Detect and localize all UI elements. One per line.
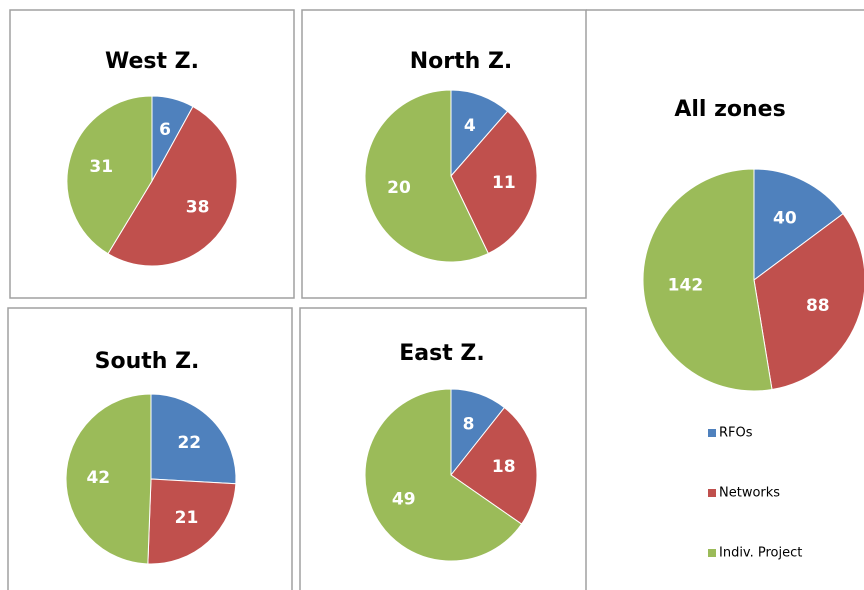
pie-slice: [364, 388, 523, 562]
panel: [299, 307, 587, 590]
data-label: 31: [89, 157, 113, 177]
chart-title: All zones: [674, 97, 785, 122]
legend-swatch: [708, 429, 716, 437]
pie-slice: [107, 105, 238, 267]
data-label: 4: [464, 116, 476, 136]
data-label: 6: [159, 120, 171, 140]
pie-slice: [450, 406, 538, 525]
data-label: 40: [773, 209, 797, 229]
data-label: 142: [668, 276, 704, 296]
data-label: 18: [492, 457, 516, 477]
chart-title: South Z.: [95, 349, 200, 374]
data-label: 42: [86, 468, 110, 488]
pie-slice: [66, 95, 153, 255]
pie-slice: [364, 89, 489, 263]
data-label: 8: [463, 415, 475, 435]
chart-title: North Z.: [410, 49, 513, 74]
pie-slice: [147, 478, 237, 565]
legend-label: RFOs: [719, 426, 753, 441]
legend-swatch: [708, 549, 716, 557]
data-label: 38: [186, 197, 210, 217]
pie-slice: [150, 393, 237, 485]
panel: [7, 307, 293, 590]
data-label: 49: [392, 490, 416, 510]
pie-slice: [753, 168, 844, 281]
pie-slice: [642, 168, 773, 392]
legend-label: Networks: [719, 486, 780, 501]
panel: [301, 9, 587, 299]
pie-slice: [65, 393, 152, 565]
data-label: 88: [806, 296, 830, 316]
chart-title: West Z.: [105, 49, 199, 74]
data-label: 22: [177, 433, 201, 453]
panel: [9, 9, 295, 299]
legend-label: Indiv. Project: [719, 546, 802, 561]
data-label: 11: [492, 173, 516, 193]
data-label: 21: [175, 508, 199, 528]
legend-swatch: [708, 489, 716, 497]
pie-slice: [753, 213, 864, 391]
chart-title: East Z.: [399, 341, 484, 366]
pie-slice: [450, 110, 538, 255]
data-label: 20: [387, 178, 411, 198]
